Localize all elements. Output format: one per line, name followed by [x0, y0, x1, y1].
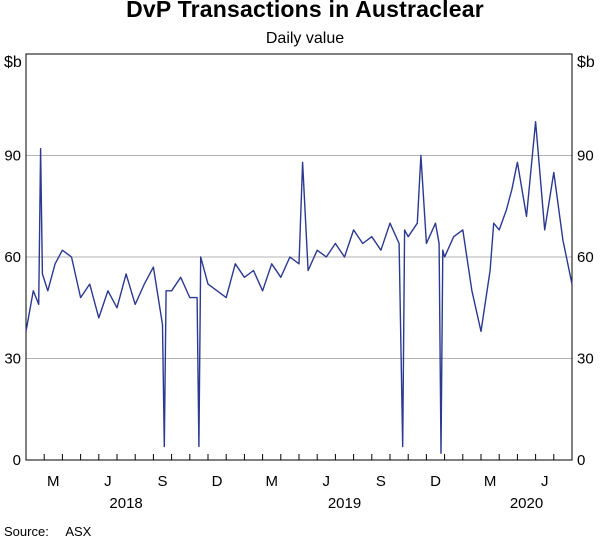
x-tick-label-2: S: [157, 473, 167, 490]
x-tick-label-0: M: [47, 473, 60, 490]
source-label: Source:: [4, 524, 49, 539]
x-tick-label-4: M: [265, 473, 278, 490]
x-tick-label-1: J: [104, 473, 112, 490]
y-tick-right-30: 30: [577, 351, 594, 368]
y-tick-left-60: 60: [4, 249, 21, 266]
year-label-2018: 2018: [109, 495, 142, 512]
y-tick-right-90: 90: [577, 148, 594, 165]
y-tick-left-0: 0: [13, 452, 21, 469]
y-tick-left-30: 30: [4, 351, 21, 368]
x-tick-label-5: J: [323, 473, 331, 490]
series-line-0: [25, 120, 573, 454]
x-tick-label-3: D: [212, 473, 223, 490]
y-tick-left-90: 90: [4, 148, 21, 165]
x-tick-label-7: D: [430, 473, 441, 490]
year-label-2020: 2020: [510, 495, 543, 512]
x-tick-label-9: J: [541, 473, 549, 490]
year-label-2019: 2019: [328, 495, 361, 512]
y-tick-right-60: 60: [577, 249, 594, 266]
source-value: ASX: [65, 524, 92, 539]
chart-subtitle: Daily value: [265, 30, 345, 47]
x-tick-label-8: M: [484, 473, 497, 490]
y-tick-right-0: 0: [577, 452, 585, 469]
source-note: Source: ASX: [4, 524, 91, 539]
right-axis-unit: $b: [577, 54, 595, 71]
x-tick-label-6: S: [376, 473, 386, 490]
chart-title: DvP Transactions in Austraclear: [126, 0, 484, 22]
left-axis-unit: $b: [4, 54, 22, 71]
line-chart: 0 0 30 30 60 60 90 90 M J S D M J S D M J 2018 2019 2020: [4, 53, 594, 512]
